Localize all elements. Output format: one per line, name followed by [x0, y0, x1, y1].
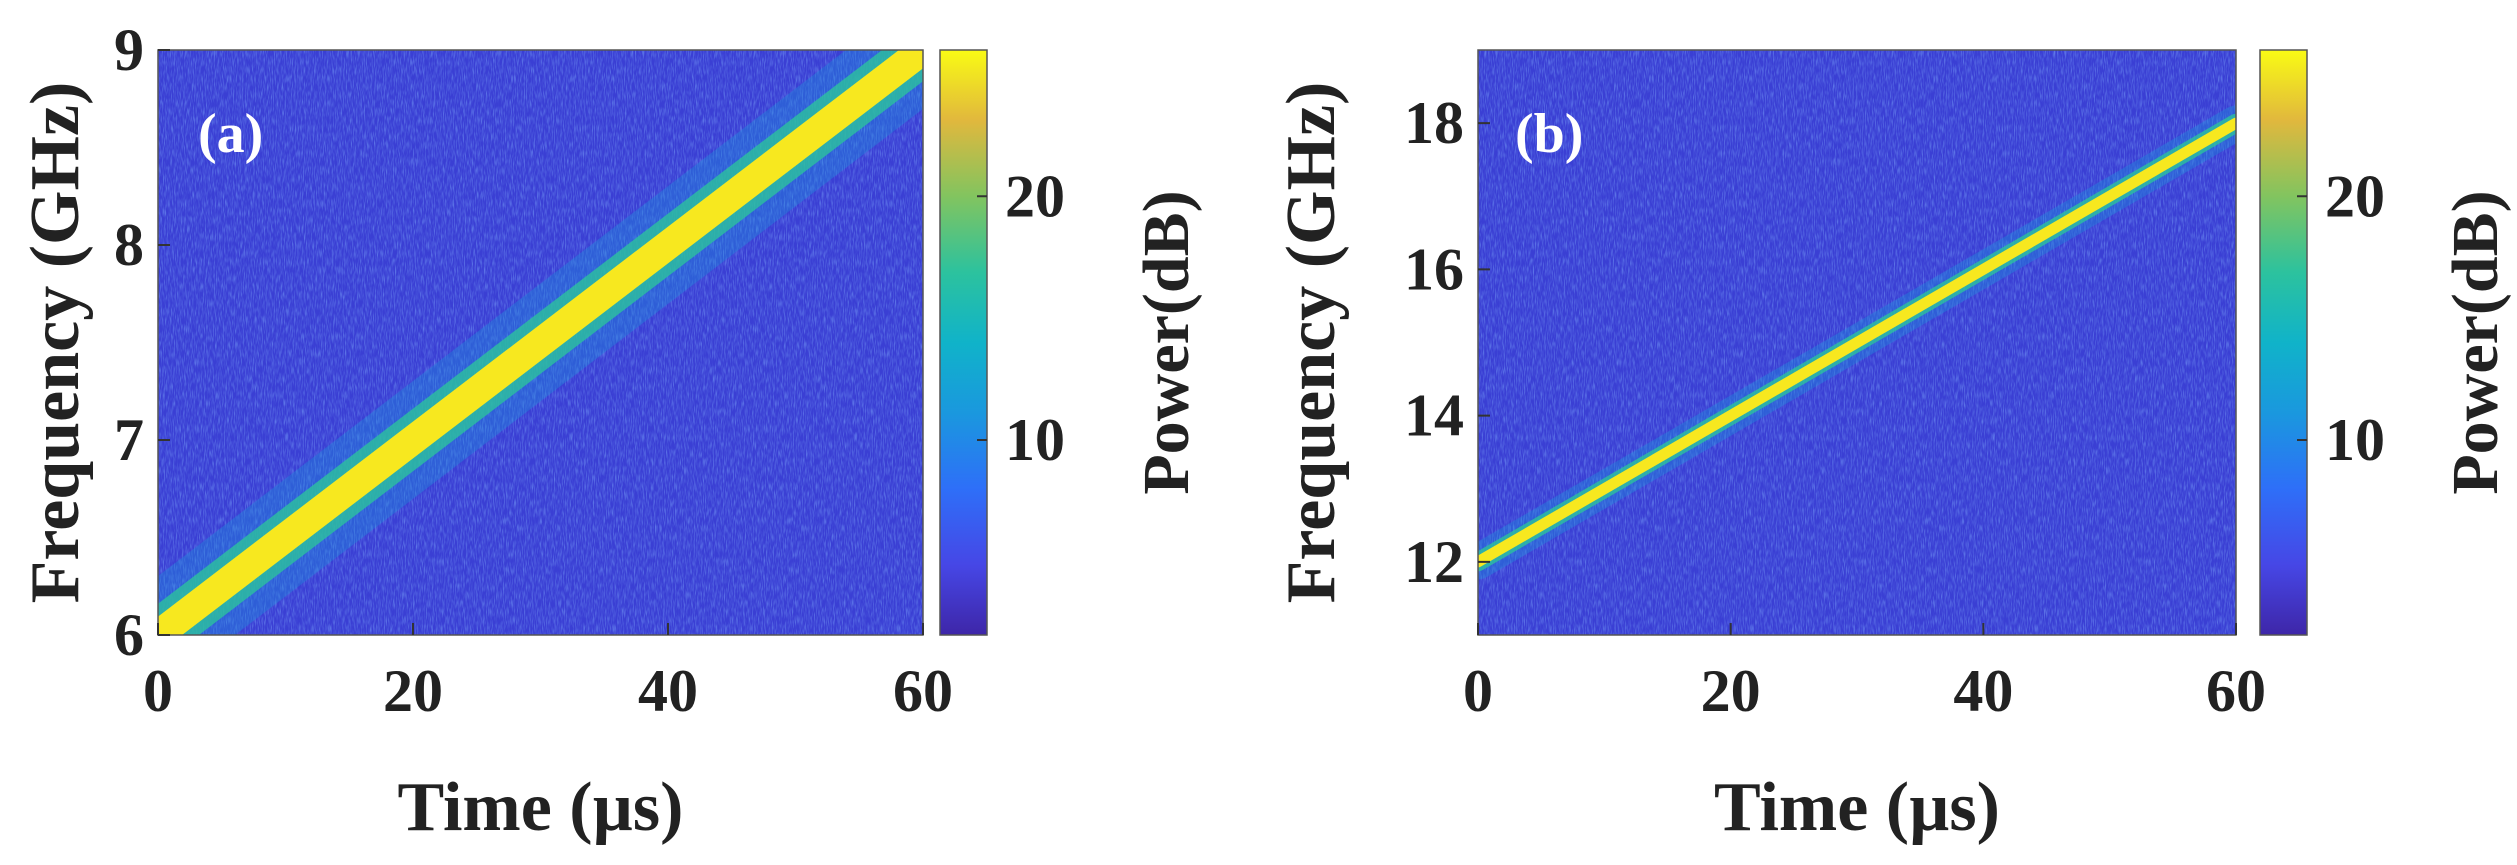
- chirp-line-a-0: [158, 50, 923, 635]
- x-tick-label: 60: [2206, 658, 2266, 724]
- chirp-line-b-0: [1478, 117, 2236, 568]
- plot-frame-a: [157, 49, 924, 636]
- colorbar-tick-label: 10: [2325, 407, 2385, 473]
- x-tick-label: 0: [143, 658, 173, 724]
- x-tick-label: 40: [1953, 658, 2013, 724]
- y-tick-label: 7: [114, 407, 144, 473]
- x-tick-label: 20: [1701, 658, 1761, 724]
- x-ticks-b: 0 20 40 60: [1463, 623, 2266, 724]
- panel-label-a: (a): [198, 103, 263, 165]
- colorbar-ticks-a: 10 20: [977, 163, 1065, 473]
- y-tick-label: 16: [1404, 236, 1464, 302]
- x-tick-label: 40: [638, 658, 698, 724]
- y-tick-label: 6: [114, 602, 144, 668]
- x-axis-label-b: Time (µs): [1714, 769, 2000, 846]
- y-ticks-a: 6 7 8 9: [114, 17, 170, 668]
- colorbar-a: [939, 49, 988, 636]
- data-marks-a: [158, 50, 923, 635]
- y-tick-label: 12: [1404, 529, 1464, 595]
- data-marks-b: [1478, 105, 2236, 580]
- x-tick-label: 20: [383, 658, 443, 724]
- y-axis-label-b: Frequency (GHz): [1273, 82, 1350, 604]
- y-ticks-b: 12 14 16 18: [1404, 90, 1490, 595]
- y-tick-label: 8: [114, 212, 144, 278]
- plot-frame-b: [1477, 49, 2237, 636]
- x-tick-label: 0: [1463, 658, 1493, 724]
- y-tick-label: 14: [1404, 383, 1464, 449]
- x-axis-label-a: Time (µs): [398, 769, 684, 846]
- y-tick-label: 9: [114, 17, 144, 83]
- panel-label-b: (b): [1515, 103, 1583, 165]
- colorbar-b: [2259, 49, 2308, 636]
- y-tick-label: 18: [1404, 90, 1464, 156]
- x-ticks-a: 0 20 40 60: [143, 623, 953, 724]
- colorbar-tick-label: 20: [2325, 163, 2385, 229]
- colorbar-ticks-b: 10 20: [2297, 163, 2385, 473]
- colorbar-label-b: Power(dB): [2439, 190, 2512, 494]
- panel-a: (a) 0 20 40 60 6 7 8 9 Time (µs) Frequency (GH…: [17, 17, 1203, 846]
- colorbar-label-a: Power(dB): [1130, 190, 1203, 494]
- panel-b: (b) 0 20 40 60 12 14 16 18 Time (µs) Frequency…: [1273, 49, 2512, 846]
- y-axis-label-a: Frequency (GHz): [17, 82, 94, 604]
- colorbar-tick-label: 20: [1005, 163, 1065, 229]
- colorbar-tick-label: 10: [1005, 407, 1065, 473]
- x-tick-label: 60: [893, 658, 953, 724]
